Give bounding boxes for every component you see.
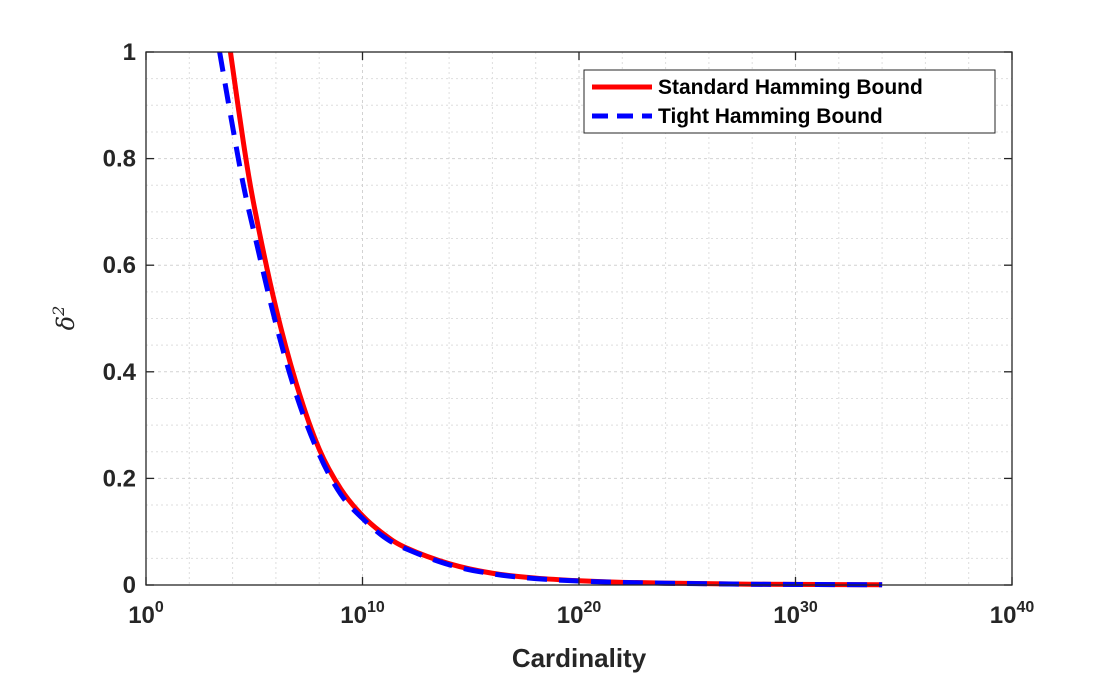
legend-box <box>583 69 996 134</box>
y-tick-label: 0.4 <box>103 359 137 386</box>
legend-label-standard: Standard Hamming Bound <box>658 76 923 99</box>
x-tick-label-exponent: 20 <box>583 599 601 616</box>
x-tick-label: 1020 <box>557 599 602 629</box>
x-tick-label-base: 10 <box>128 602 155 629</box>
x-tick-label-exponent: 10 <box>367 599 385 616</box>
legend-label-tight: Tight Hamming Bound <box>658 105 883 128</box>
x-tick-label-exponent: 40 <box>1016 599 1034 616</box>
y-axis-label-base: δ <box>52 316 80 330</box>
x-tick-label-base: 10 <box>340 602 367 629</box>
y-tick-label: 0.6 <box>103 252 136 279</box>
x-tick-label: 1040 <box>990 599 1035 629</box>
y-axis-label-exponent: 2 <box>49 306 68 317</box>
x-tick-label-exponent: 30 <box>800 599 818 616</box>
x-tick-label: 1010 <box>340 599 385 629</box>
x-tick-label-base: 10 <box>557 602 584 629</box>
series-line-tight-hamming-bound <box>217 51 883 588</box>
y-tick-label: 0 <box>123 572 136 599</box>
x-tick-label-base: 10 <box>773 602 800 629</box>
y-tick-label: 0.8 <box>103 146 136 173</box>
x-tick-label: 100 <box>128 599 164 629</box>
x-axis-label: Cardinality <box>512 643 647 673</box>
series-layer <box>217 51 883 588</box>
y-axis-label: δ2 <box>49 306 80 331</box>
y-tick-label: 1 <box>123 39 136 66</box>
x-tick-label-exponent: 0 <box>155 599 164 616</box>
x-tick-label: 1030 <box>773 599 818 629</box>
y-tick-label: 0.2 <box>103 465 136 492</box>
x-tick-label-base: 10 <box>990 602 1017 629</box>
legend: Standard Hamming Bound Tight Hamming Bou… <box>583 69 996 134</box>
